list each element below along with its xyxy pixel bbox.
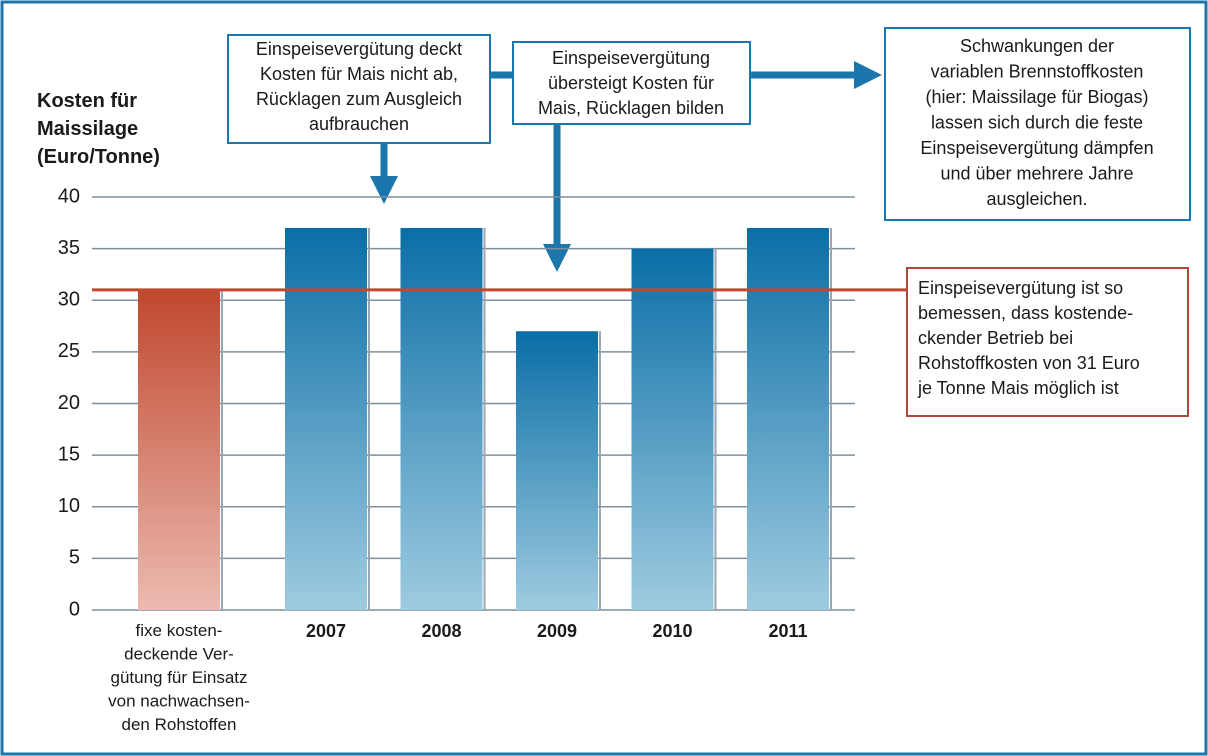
y-tick-label: 0 [69,598,80,620]
y-tick-label: 5 [69,547,80,569]
x-tick-label: 2011 [768,621,807,641]
annotation: Einspeisevergütung ist so bemessen, dass … [917,278,1140,398]
y-tick-label: 20 [58,392,80,414]
x-tick-label: 2008 [421,621,461,641]
boxes [227,27,1191,417]
x-tick-label: 2007 [306,621,346,641]
y-tick-label: 10 [58,495,80,517]
y-axis-label: Kosten für Maissilage (Euro/Tonne) [37,90,160,168]
bar [400,227,483,610]
y-tick-label: 40 [58,185,80,207]
y-tick-label: 30 [58,289,80,311]
bar [747,227,829,610]
x-tick-label: 2009 [537,621,577,641]
y-tick-label: 15 [58,443,80,465]
bar [631,248,714,610]
bar [285,227,367,610]
x-tick-label: fixe kosten-deckende Ver-gütung für Eins… [108,621,250,734]
x-tick-label: 2010 [652,621,692,641]
annotation: Einspeisevergütung übersteigt Kosten für M… [538,48,724,118]
annotation: Schwankungen der variablen Brennstoffkost… [920,36,1153,209]
annotation: Einspeisevergütung deckt Kosten für Mais … [256,39,462,134]
bar [138,289,220,610]
bar [516,331,598,610]
y-tick-label: 25 [58,340,80,362]
y-tick-label: 35 [58,237,80,259]
arrows [370,61,882,272]
